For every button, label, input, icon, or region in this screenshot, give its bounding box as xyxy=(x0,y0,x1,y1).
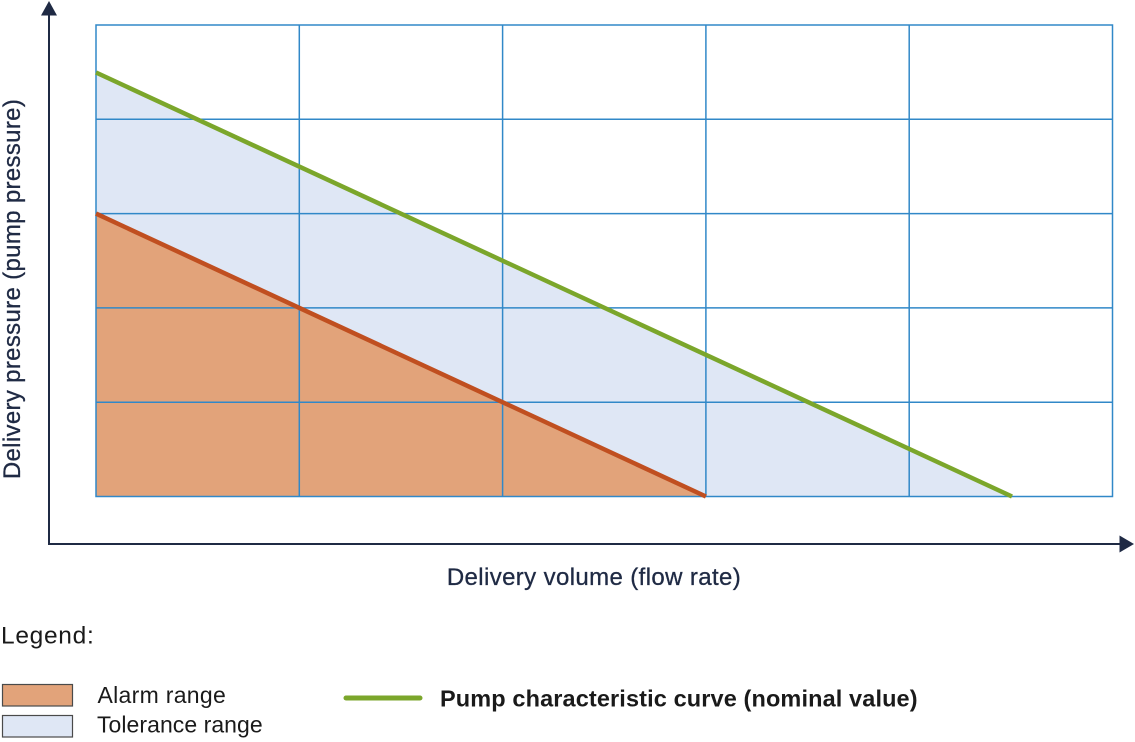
svg-text:Delivery volume (flow rate): Delivery volume (flow rate) xyxy=(447,564,741,591)
svg-text:Alarm range: Alarm range xyxy=(98,682,227,708)
svg-text:Pump characteristic curve (nom: Pump characteristic curve (nominal value… xyxy=(440,686,918,712)
svg-text:Tolerance range: Tolerance range xyxy=(97,712,263,738)
svg-text:Legend:: Legend: xyxy=(1,623,94,650)
svg-text:Delivery pressure (pump pressu: Delivery pressure (pump pressure) xyxy=(0,99,26,479)
